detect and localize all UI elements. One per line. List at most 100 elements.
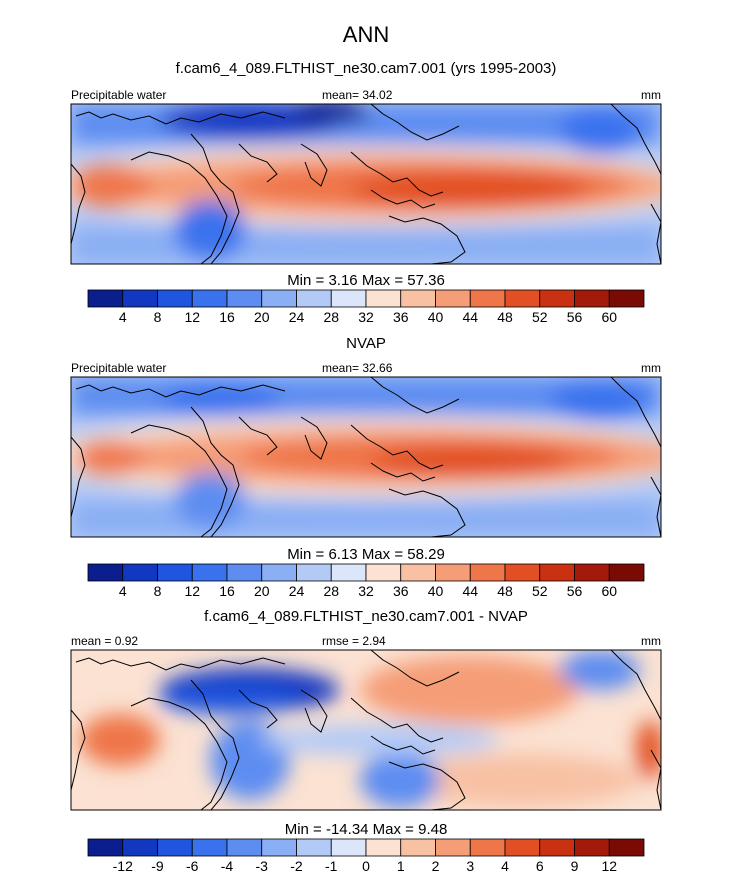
colorbar-swatch	[469, 563, 506, 582]
colorbar-swatch	[365, 563, 402, 582]
panel-diff: f.cam6_4_089.FLTHIST_ne30.cam7.001 - NVA…	[70, 608, 662, 874]
colorbar-swatch	[469, 289, 506, 308]
panel-diff-map	[71, 650, 661, 810]
colorbar-swatch	[574, 563, 610, 582]
panel-model-mean: mean= 34.02	[322, 88, 393, 102]
colorbar-swatch	[574, 289, 610, 308]
colorbar-swatch	[435, 838, 471, 857]
panel-obs-title: NVAP	[346, 335, 386, 352]
colorbar-swatch	[157, 838, 193, 857]
colorbar-swatch	[191, 563, 228, 582]
colorbar-swatch	[400, 838, 436, 857]
colorbar-tick-label: 44	[462, 309, 478, 325]
colorbar-tick-label: 60	[601, 309, 617, 325]
colorbar-swatch	[226, 563, 263, 582]
panel-obs-mean: mean= 32.66	[322, 361, 393, 375]
panel-obs-units: mm	[641, 361, 661, 375]
colorbar-tick-label: 20	[254, 309, 270, 325]
colorbar-swatch	[157, 563, 193, 582]
colorbar-swatch	[504, 563, 541, 582]
colorbar-tick-label: 1	[397, 858, 405, 874]
colorbar-swatch	[435, 563, 471, 582]
colorbar-tick-label: 40	[428, 309, 444, 325]
colorbar-tick-label: 20	[254, 583, 270, 599]
figure-title: ANN	[343, 22, 389, 47]
colorbar-swatch	[574, 838, 610, 857]
colorbar-swatch	[122, 289, 158, 308]
colorbar-tick-label: 52	[532, 583, 548, 599]
colorbar-tick-label: 56	[567, 309, 583, 325]
panel-obs-minmax: Min = 6.13 Max = 58.29	[287, 546, 445, 563]
colorbar-tick-label: 24	[289, 583, 305, 599]
colorbar-swatch	[539, 289, 575, 308]
colorbar-swatch	[330, 838, 367, 857]
panel-model-colorbar: 4 8 12 16 20 24 28 32 36 40 44 48 52 56 60	[87, 289, 645, 325]
panel-model: Precipitable water mean= 34.02 mm Min = …	[70, 88, 662, 325]
colorbar-swatch	[157, 289, 193, 308]
panel-diff-frame	[70, 649, 662, 811]
panel-diff-title: f.cam6_4_089.FLTHIST_ne30.cam7.001 - NVA…	[204, 608, 528, 625]
colorbar-tick-label: 28	[323, 309, 339, 325]
colorbar-tick-label: -3	[256, 858, 269, 874]
colorbar-swatch	[539, 563, 575, 582]
panel-diff-minmax: Min = -14.34 Max = 9.48	[285, 821, 448, 838]
panel-obs-colorbar: 4 8 12 16 20 24 28 32 36 40 44 48 52 56 60	[87, 563, 645, 599]
colorbar-swatch	[191, 838, 228, 857]
colorbar-tick-label: 44	[462, 583, 478, 599]
colorbar-swatch	[87, 838, 124, 857]
colorbar-swatch	[261, 289, 297, 308]
colorbar-swatch	[191, 289, 228, 308]
colorbar-tick-label: -4	[221, 858, 234, 874]
colorbar-swatch	[608, 563, 645, 582]
colorbar-tick-label: -2	[290, 858, 303, 874]
colorbar-swatch	[87, 563, 124, 582]
panel-obs-map	[71, 377, 661, 537]
colorbar-tick-label: 4	[501, 858, 509, 874]
colorbar-swatch	[400, 563, 436, 582]
colorbar-tick-label: 52	[532, 309, 548, 325]
colorbar-swatch	[261, 563, 297, 582]
colorbar-swatch	[608, 289, 645, 308]
panel-model-frame	[70, 103, 662, 265]
colorbar-tick-label: 48	[497, 309, 513, 325]
colorbar-swatch	[435, 289, 471, 308]
colorbar-tick-label: 36	[393, 309, 409, 325]
colorbar-tick-label: 3	[466, 858, 474, 874]
colorbar-tick-label: -12	[113, 858, 133, 874]
colorbar-tick-label: 8	[154, 309, 162, 325]
colorbar-tick-label: 12	[184, 309, 200, 325]
colorbar-swatch	[504, 289, 541, 308]
colorbar-swatch	[608, 838, 645, 857]
colorbar-swatch	[296, 563, 332, 582]
panel-model-variable-label: Precipitable water	[71, 88, 166, 102]
colorbar-tick-label: 32	[358, 583, 374, 599]
panel-diff-rmse: rmse = 2.94	[322, 634, 386, 648]
colorbar-swatch	[400, 289, 436, 308]
colorbar-tick-label: 6	[536, 858, 544, 874]
colorbar-tick-label: 12	[184, 583, 200, 599]
colorbar-swatch	[87, 289, 124, 308]
colorbar-tick-label: 9	[571, 858, 579, 874]
panel-diff-units: mm	[641, 634, 661, 648]
colorbar-swatch	[226, 289, 263, 308]
colorbar-tick-label: -9	[151, 858, 164, 874]
colorbar-swatch	[504, 838, 541, 857]
colorbar-swatch	[365, 838, 402, 857]
colorbar-tick-label: 16	[219, 583, 235, 599]
colorbar-tick-label: 4	[119, 583, 127, 599]
colorbar-tick-label: 8	[154, 583, 162, 599]
colorbar-tick-label: -1	[325, 858, 338, 874]
colorbar-tick-label: 60	[601, 583, 617, 599]
panel-obs: NVAP Precipitable water mean= 32.66 mm M…	[70, 335, 662, 599]
colorbar-tick-label: 2	[432, 858, 440, 874]
model-case-title: f.cam6_4_089.FLTHIST_ne30.cam7.001 (yrs …	[176, 60, 557, 77]
colorbar-tick-label: -6	[186, 858, 199, 874]
panel-model-minmax: Min = 3.16 Max = 57.36	[287, 272, 445, 289]
panel-obs-frame	[70, 376, 662, 538]
colorbar-swatch	[365, 289, 402, 308]
colorbar-swatch	[122, 838, 158, 857]
colorbar-tick-label: 36	[393, 583, 409, 599]
panel-obs-variable-label: Precipitable water	[71, 361, 166, 375]
colorbar-swatch	[261, 838, 297, 857]
